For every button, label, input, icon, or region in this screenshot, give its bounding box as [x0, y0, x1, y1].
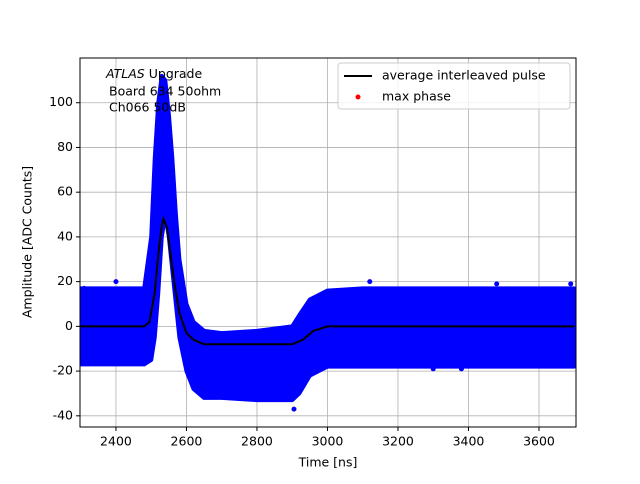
- y-tick-label: 60: [57, 184, 73, 199]
- y-tick-label: 40: [57, 228, 73, 243]
- x-tick-label: 2400: [100, 434, 132, 449]
- x-tick-label: 2800: [241, 434, 273, 449]
- pulse-line: [80, 215, 575, 346]
- annotation-rest: Upgrade: [149, 66, 203, 81]
- x-tick-label: 3400: [453, 434, 485, 449]
- y-tick-label: 0: [65, 318, 73, 333]
- x-axis-label: Time [ns]: [298, 455, 358, 470]
- y-axis-label: Amplitude [ADC Counts]: [20, 166, 35, 318]
- sample-point: [568, 281, 574, 287]
- sample-point: [430, 366, 436, 372]
- legend-swatch: [355, 94, 361, 100]
- y-tick-label: -40: [53, 407, 73, 422]
- plot: [80, 73, 576, 412]
- legend-label: max phase: [382, 89, 451, 104]
- annotation: ATLAS Upgrade: [105, 66, 202, 81]
- x-tick-label: 2600: [171, 434, 203, 449]
- sample-point: [291, 406, 297, 412]
- y-tick-label: 100: [49, 94, 73, 109]
- sample-point: [458, 366, 464, 372]
- annotation-line: Ch066 50dB: [109, 100, 186, 115]
- sample-point: [113, 279, 119, 285]
- x-tick-label: 3600: [523, 434, 555, 449]
- x-tick-label: 3200: [382, 434, 414, 449]
- legend-box: [337, 62, 571, 110]
- annotation-italic: ATLAS: [105, 66, 145, 81]
- annotation-line: Board 634 50ohm: [109, 84, 221, 99]
- sample-point: [310, 364, 316, 370]
- sample-point: [81, 285, 87, 291]
- axes-frame: [79, 57, 577, 428]
- y-tick-label: -20: [53, 363, 73, 378]
- legend-label: average interleaved pulse: [382, 68, 546, 83]
- y-tick-label: 80: [57, 139, 73, 154]
- x-tick-label: 3000: [312, 434, 344, 449]
- sample-point: [367, 279, 373, 285]
- sample-point: [494, 281, 500, 287]
- y-tick-label: 20: [57, 273, 73, 288]
